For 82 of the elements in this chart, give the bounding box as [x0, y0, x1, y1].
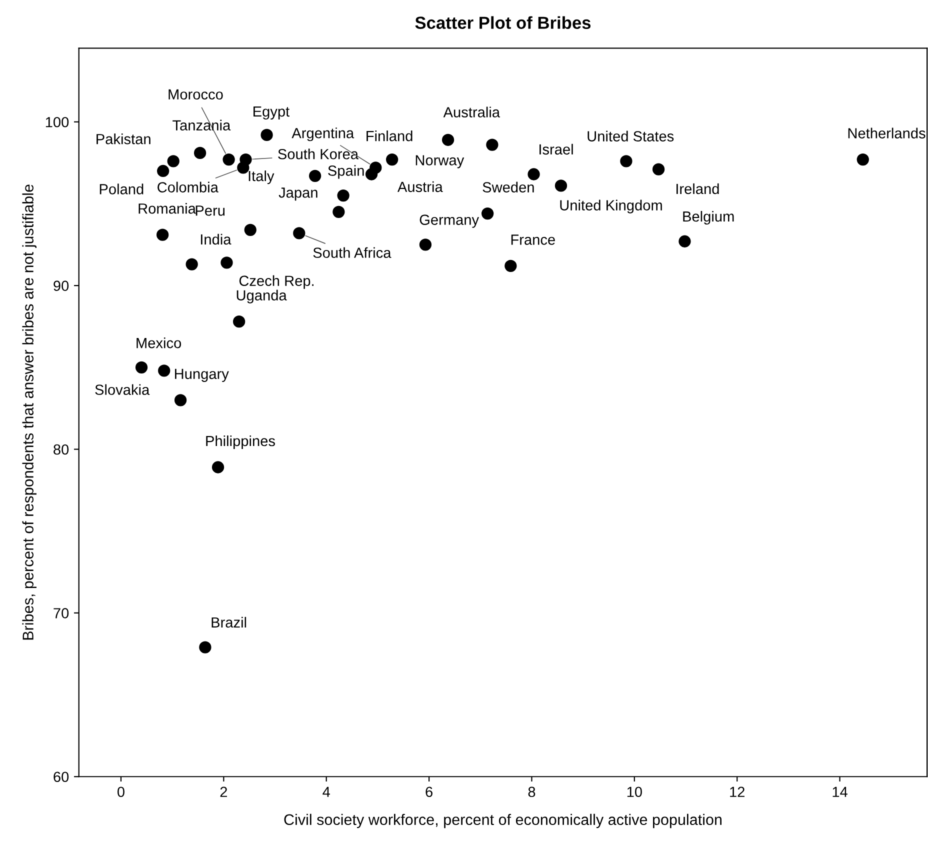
point: [365, 168, 378, 180]
y-tick-label: 90: [54, 280, 69, 291]
annotation: Israel: [540, 144, 573, 155]
annotation: Sweden: [482, 182, 534, 192]
x-tick-label: 2: [220, 786, 227, 797]
point: [158, 364, 170, 377]
point: [620, 155, 632, 168]
x-tick-label: 12: [730, 786, 744, 797]
x-tick-label: 8: [528, 786, 536, 798]
point: [222, 153, 235, 166]
point: [232, 316, 246, 328]
annotation: Morocco: [168, 89, 223, 100]
point: [260, 128, 273, 142]
y-tick-label: 60: [54, 772, 69, 782]
annotation: Australia: [443, 106, 500, 118]
y-tick-label: 100: [46, 116, 69, 128]
annotation: France: [511, 234, 555, 245]
point: [194, 146, 206, 160]
point: [486, 138, 498, 151]
point: [386, 153, 398, 166]
point: [419, 238, 432, 251]
point: [135, 361, 148, 374]
annotation: Spain: [328, 165, 364, 179]
point: [156, 228, 169, 241]
annotation: Argentina: [292, 128, 354, 142]
point: [337, 189, 350, 202]
chart-title: Scatter Plot of Bribes: [415, 16, 591, 29]
point: [212, 461, 224, 474]
annotation: Poland: [100, 184, 144, 194]
x-tick-label: 14: [832, 786, 848, 797]
point: [167, 155, 180, 168]
annotation: Finland: [366, 130, 412, 142]
y-tick-label: 80: [54, 444, 69, 455]
point: [199, 641, 212, 654]
point: [652, 163, 665, 176]
point: [244, 224, 256, 236]
annotation: Romania: [138, 203, 196, 214]
point: [308, 170, 322, 182]
annotation: Uganda: [236, 290, 287, 304]
annotation: Belgium: [683, 210, 734, 225]
annotation: Mexico: [136, 338, 182, 348]
annotation: Pakistan: [96, 134, 150, 144]
annotation: Italy: [248, 170, 274, 184]
annotation: Japan: [278, 188, 318, 201]
annotation: Norway: [416, 155, 464, 168]
x-tick-label: 0: [117, 786, 124, 798]
annotation: Czech Rep.: [239, 275, 314, 289]
annotation: Brazil: [212, 616, 246, 628]
x-tick-label: 6: [426, 786, 432, 798]
point: [856, 153, 869, 166]
annotation: Germany: [420, 214, 480, 228]
annotation: South Africa: [313, 247, 392, 258]
y-tick-label: 70: [54, 608, 69, 618]
x-tick-label: 4: [322, 786, 330, 797]
point: [174, 394, 187, 406]
point: [482, 207, 494, 220]
point: [220, 256, 233, 269]
annotation: Austria: [397, 181, 443, 192]
annotation: Netherlands: [848, 128, 926, 138]
point: [186, 258, 198, 270]
y-axis-title: Bribes, percent of respondents that answer bribes are not justifiable: [22, 184, 36, 640]
x-axis-title: Civil society workforce, percent of economically active population: [284, 814, 722, 828]
annotation: United Kingdom: [560, 200, 662, 214]
point: [332, 206, 345, 218]
point: [157, 164, 170, 178]
annotation: Hungary: [175, 368, 229, 382]
annotation: Colombia: [158, 182, 218, 192]
annotation: Ireland: [676, 183, 719, 194]
annotation: Egypt: [254, 106, 290, 120]
point: [678, 235, 691, 248]
annotation: Philippines: [206, 435, 275, 450]
point: [293, 227, 306, 240]
x-tick-label: 10: [627, 786, 642, 798]
annotation: Peru: [196, 206, 225, 216]
point: [554, 180, 568, 192]
point: [504, 260, 517, 272]
point: [442, 134, 454, 146]
point: [240, 153, 252, 166]
annotation: Slovakia: [95, 384, 150, 395]
annotation: India: [200, 234, 232, 245]
point: [528, 168, 540, 180]
annotation: United States: [588, 130, 674, 142]
